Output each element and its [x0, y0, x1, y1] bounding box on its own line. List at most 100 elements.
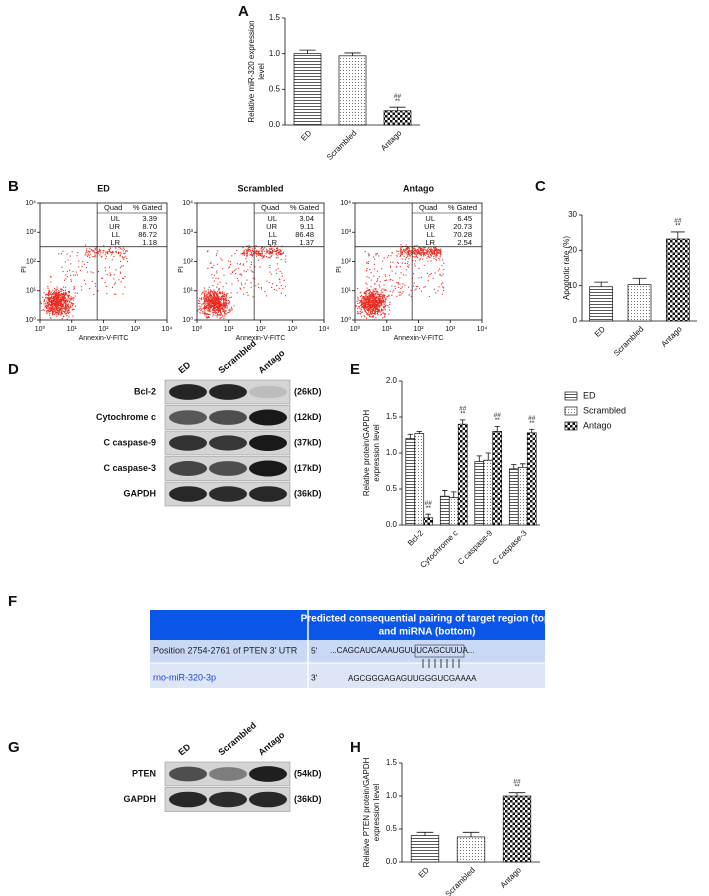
event-dot — [415, 250, 416, 251]
error-bar — [460, 420, 465, 424]
event-dot — [53, 298, 54, 299]
event-dot — [204, 287, 205, 288]
event-dot — [276, 269, 277, 270]
event-dot — [438, 258, 439, 259]
event-dot — [219, 307, 220, 308]
event-dot — [441, 265, 442, 266]
event-dot — [212, 294, 213, 295]
event-dot — [425, 255, 426, 256]
event-dot — [65, 294, 66, 295]
event-dot — [53, 303, 54, 304]
table-cell: Position 2754-2761 of PTEN 3' UTR — [153, 645, 298, 655]
event-dot — [206, 295, 207, 296]
event-dot — [217, 283, 218, 284]
event-dot — [206, 298, 207, 299]
event-dot — [57, 297, 58, 298]
event-dot — [210, 306, 211, 307]
event-dot — [377, 309, 378, 310]
event-dot — [402, 258, 403, 259]
event-dot — [88, 251, 89, 252]
event-dot — [211, 262, 212, 263]
event-dot — [65, 306, 66, 307]
event-dot — [251, 287, 252, 288]
event-dot — [226, 313, 227, 314]
event-dot — [276, 251, 277, 252]
event-dot — [204, 301, 205, 302]
event-dot — [220, 293, 221, 294]
event-dot — [209, 314, 210, 315]
event-dot — [68, 303, 69, 304]
event-dot — [67, 312, 68, 313]
event-dot — [246, 271, 247, 272]
event-dot — [102, 278, 103, 279]
event-dot — [65, 310, 66, 311]
event-dot — [77, 293, 78, 294]
x-tick-label: 10⁰ — [35, 325, 46, 333]
event-dot — [274, 251, 275, 252]
event-dot — [366, 314, 367, 315]
event-dot — [215, 307, 216, 308]
event-dot — [94, 248, 95, 249]
event-dot — [220, 302, 221, 303]
event-dot — [57, 287, 58, 288]
event-dot — [65, 290, 66, 291]
event-dot — [380, 281, 381, 282]
event-dot — [400, 255, 401, 256]
event-dot — [105, 258, 106, 259]
event-dot — [98, 290, 99, 291]
event-dot — [227, 307, 228, 308]
y-axis-label: Apoptotic rate (%) — [562, 236, 571, 300]
event-dot — [381, 296, 382, 297]
event-dot — [361, 316, 362, 317]
error-bar — [426, 514, 431, 518]
event-dot — [216, 304, 217, 305]
event-dot — [212, 309, 213, 310]
event-dot — [62, 318, 63, 319]
event-dot — [225, 303, 226, 304]
event-dot — [53, 309, 54, 310]
event-dot — [370, 312, 371, 313]
event-dot — [364, 292, 365, 293]
event-dot — [374, 305, 375, 306]
event-dot — [241, 282, 242, 283]
event-dot — [244, 270, 245, 271]
event-dot — [109, 267, 110, 268]
event-dot — [261, 289, 262, 290]
event-dot — [115, 247, 116, 248]
bar — [406, 439, 415, 525]
event-dot — [228, 300, 229, 301]
event-dot — [425, 249, 426, 250]
event-dot — [360, 296, 361, 297]
error-bar — [509, 793, 526, 796]
event-dot — [375, 308, 376, 309]
event-dot — [214, 299, 215, 300]
event-dot — [243, 294, 244, 295]
event-dot — [64, 312, 65, 313]
event-dot — [208, 304, 209, 305]
panel-label: E — [350, 361, 360, 378]
event-dot — [433, 251, 434, 252]
event-dot — [364, 293, 365, 294]
panel-label: B — [8, 178, 19, 195]
event-dot — [61, 310, 62, 311]
event-dot — [58, 311, 59, 312]
x-tick-label: Antago — [659, 324, 684, 349]
event-dot — [269, 267, 270, 268]
event-dot — [376, 288, 377, 289]
event-dot — [48, 302, 49, 303]
event-dot — [377, 253, 378, 254]
event-dot — [383, 296, 384, 297]
event-dot — [66, 308, 67, 309]
event-dot — [442, 282, 443, 283]
lane-label: Scrambled — [216, 720, 258, 757]
event-dot — [414, 263, 415, 264]
error-bar — [594, 282, 608, 287]
event-dot — [379, 306, 380, 307]
event-dot — [209, 295, 210, 296]
event-dot — [223, 311, 224, 312]
event-dot — [120, 273, 121, 274]
event-dot — [210, 301, 211, 302]
event-dot — [373, 276, 374, 277]
event-dot — [59, 307, 60, 308]
